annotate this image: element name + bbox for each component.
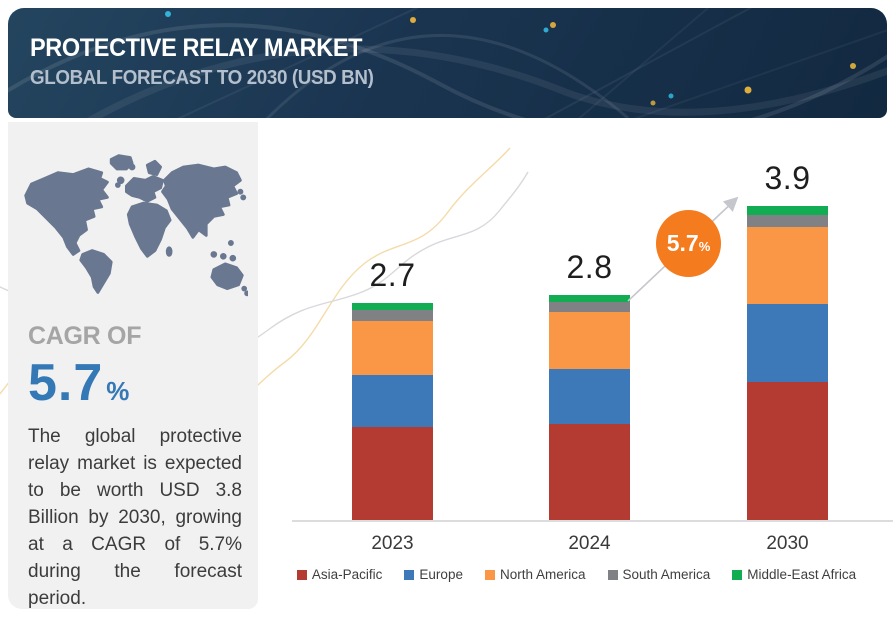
bar-segment-europe — [747, 304, 828, 383]
legend-swatch-icon — [607, 569, 618, 580]
legend-label: Europe — [419, 567, 463, 582]
legend-item-asia-pacific: Asia-Pacific — [296, 567, 383, 582]
legend-item-europe: Europe — [404, 567, 463, 582]
page-title: PROTECTIVE RELAY MARKET — [30, 34, 363, 62]
world-map — [24, 154, 248, 297]
bar-total-label: 3.9 — [764, 160, 811, 197]
header-network-decoration — [8, 8, 887, 118]
bar-segment-north-america — [352, 321, 433, 376]
bar-2023: 2.7 2023 — [352, 257, 433, 554]
map-asia — [161, 163, 242, 239]
legend-label: North America — [499, 567, 586, 582]
bar-2024: 2.8 2024 — [549, 249, 630, 554]
legend-item-north-america: North America — [484, 567, 586, 582]
cagr-bubble: 5.7 % — [656, 210, 721, 277]
x-axis-label: 2030 — [766, 533, 809, 554]
cagr-block: CAGR OF 5.7% — [28, 322, 141, 413]
legend-swatch-icon — [484, 569, 495, 580]
legend-swatch-icon — [404, 569, 415, 580]
bar-segment-europe — [352, 375, 433, 428]
x-axis-line — [292, 520, 893, 522]
cagr-label: CAGR OF — [28, 322, 142, 350]
map-scandinavia — [145, 159, 163, 177]
bar-segment-middle-east-africa — [747, 206, 828, 215]
bar-total-label: 2.8 — [566, 248, 613, 285]
cagr-value: 5.7 — [28, 354, 104, 412]
bar-2030: 3.9 2030 — [747, 160, 828, 554]
cagr-bubble-value: 5.7 — [666, 230, 699, 256]
page-subtitle: GLOBAL FORECAST TO 2030 (USD BN) — [30, 67, 374, 89]
legend-label: South America — [622, 567, 711, 582]
market-description: The global protective relay market is ex… — [28, 426, 242, 609]
legend: Asia-Pacific Europe North America South Ame… — [258, 567, 895, 582]
x-axis-label: 2023 — [371, 533, 414, 554]
bar-segment-asia-pacific — [549, 424, 630, 520]
map-australia — [210, 262, 244, 291]
bar-segment-north-america — [747, 226, 828, 305]
map-north-america — [24, 167, 109, 256]
legend-item-south-america: South America — [607, 567, 711, 582]
bar-segment-north-america — [549, 311, 630, 369]
cagr-unit: % — [106, 376, 130, 406]
bar-segment-south-america — [549, 301, 630, 312]
bar-total-label: 2.7 — [369, 256, 416, 293]
legend-item-middle-east-africa: Middle-East Africa — [732, 567, 856, 582]
legend-swatch-icon — [296, 569, 307, 580]
bar-segment-south-america — [352, 309, 433, 322]
header: PROTECTIVE RELAY MARKET GLOBAL FORECAST … — [8, 8, 887, 118]
map-europe — [124, 175, 164, 203]
bar-segment-middle-east-africa — [352, 302, 433, 310]
sidebar: CAGR OF 5.7% The global protective relay… — [8, 122, 258, 609]
legend-label: Middle-East Africa — [747, 567, 857, 582]
legend-label: Asia-Pacific — [311, 567, 383, 582]
legend-swatch-icon — [732, 569, 743, 580]
bar-segment-asia-pacific — [747, 382, 828, 520]
map-africa — [126, 201, 172, 258]
bar-segment-middle-east-africa — [549, 294, 630, 302]
map-south-america — [79, 249, 113, 294]
bar-segment-south-america — [747, 214, 828, 227]
x-axis-label: 2024 — [568, 533, 611, 554]
cagr-bubble-unit: % — [698, 238, 711, 254]
bar-segment-asia-pacific — [352, 427, 433, 520]
bar-segment-europe — [549, 368, 630, 425]
